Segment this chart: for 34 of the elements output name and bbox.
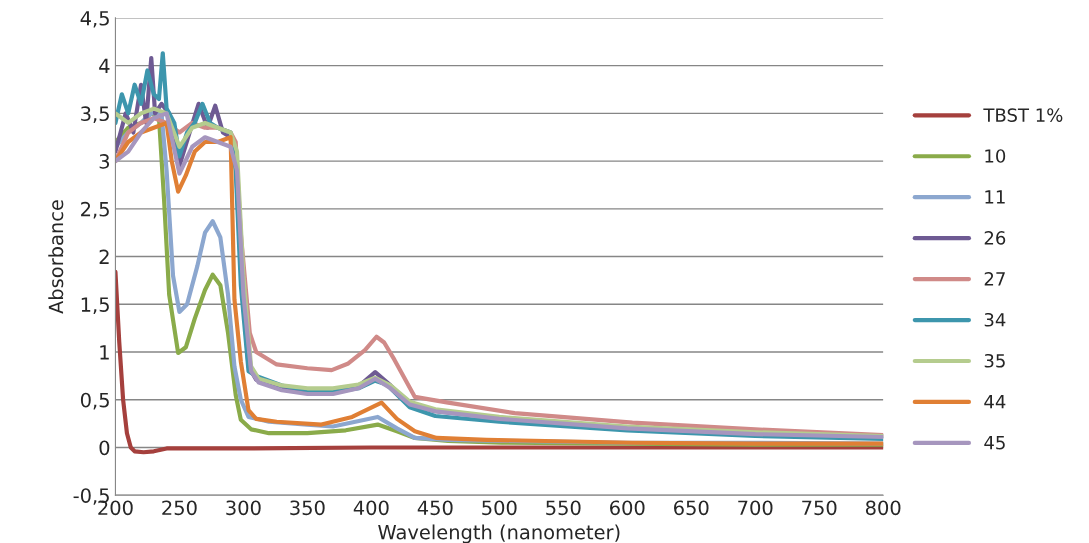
y-tick-label: 1 — [100, 345, 109, 360]
x-tick-label: 700 — [738, 500, 773, 516]
y-tick-label: 3,5 — [81, 106, 109, 124]
legend-label: 45 — [984, 436, 1005, 450]
x-tick-label: 550 — [546, 500, 581, 516]
x-tick-label: 600 — [610, 500, 645, 516]
x-tick-label: 450 — [417, 500, 453, 516]
line-series — [115, 269, 884, 455]
y-tick-label: 2 — [99, 249, 109, 264]
x-tick-label: 250 — [162, 500, 197, 516]
y-tick-label: 0 — [99, 440, 110, 456]
y-tick-label: 1,5 — [81, 297, 109, 314]
legend-label: 34 — [984, 312, 1006, 327]
legend-label: 11 — [985, 190, 1005, 204]
x-tick-label: 650 — [674, 500, 709, 516]
y-tick-label: 4 — [99, 58, 110, 74]
x-tick-label: 750 — [802, 500, 837, 516]
x-tick-label: 800 — [865, 500, 901, 516]
x-tick-label: 500 — [482, 500, 517, 516]
x-axis-title: Wavelength (nanometer) — [378, 524, 620, 543]
legend-label: 26 — [984, 231, 1006, 245]
x-tick-label: 300 — [226, 500, 261, 516]
y-axis-title: Absorbance — [48, 200, 64, 314]
legend-label: 10 — [985, 149, 1006, 163]
y-tick-label: 3 — [99, 154, 110, 169]
y-tick-label: 2,5 — [81, 201, 109, 219]
y-tick-label: 0,5 — [80, 392, 109, 410]
legend-label: TBST 1% — [983, 108, 1063, 122]
legend-label: 44 — [984, 395, 1006, 409]
x-tick-label: 350 — [290, 500, 325, 516]
legend-label: 35 — [984, 353, 1005, 368]
x-tick-label: 400 — [353, 500, 389, 516]
legend-label: 27 — [984, 272, 1005, 286]
y-tick-label: 4,5 — [80, 11, 109, 28]
